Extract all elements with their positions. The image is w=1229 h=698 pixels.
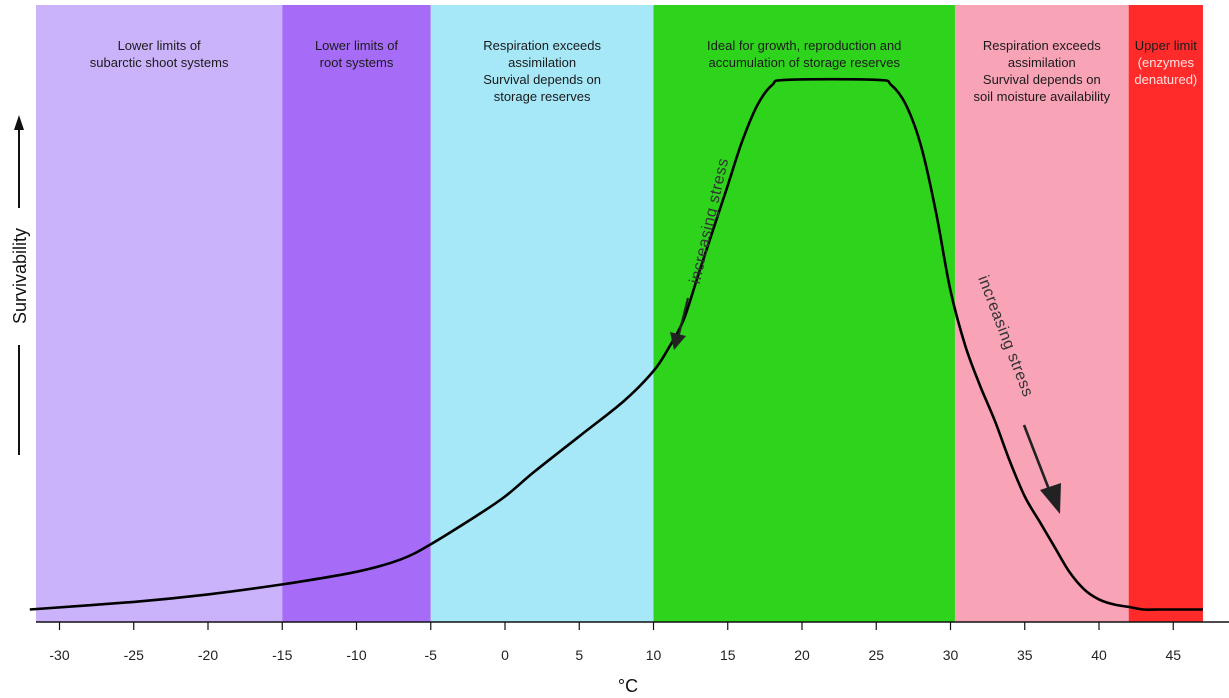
zone-band: [653, 5, 955, 622]
x-tick-label: 20: [794, 647, 810, 663]
zone-label-line: Upper limit: [1135, 38, 1198, 53]
x-tick-label: 30: [943, 647, 959, 663]
zone-label-line: Survival depends on: [983, 72, 1101, 87]
zone-band: [954, 5, 1129, 622]
x-tick-label: 25: [868, 647, 884, 663]
x-tick-label: -15: [272, 647, 292, 663]
y-axis-title: Survivability: [10, 228, 30, 324]
y-axis-arrow-icon: [14, 115, 24, 130]
zone-label-line: Survival depends on: [483, 72, 601, 87]
zone-label-line: Respiration exceeds: [983, 38, 1101, 53]
stress-arrow-left-icon: [670, 332, 686, 350]
curve-layer: [29, 77, 1203, 611]
x-tick-label: 40: [1091, 647, 1107, 663]
zone-label-line: assimilation: [1008, 55, 1076, 70]
zone-band: [1128, 5, 1203, 622]
x-tick-label: 10: [646, 647, 662, 663]
zone-label-line: soil moisture availability: [974, 89, 1111, 104]
x-tick-label: 0: [501, 647, 509, 663]
x-tick-label: -10: [346, 647, 366, 663]
survivability-curve: [29, 77, 1203, 611]
x-tick-label: -25: [124, 647, 144, 663]
x-tick-label: -5: [425, 647, 438, 663]
zone-label-line: (enzymes: [1138, 55, 1195, 70]
zone-label-line: Lower limits of: [315, 38, 398, 53]
x-ticks: -30 -25 -20 -15 -10 -5 0 5 10 15 20 25 30 35 40 45: [49, 622, 1181, 663]
zone-band: [36, 5, 283, 622]
zone-label-line: Respiration exceeds: [483, 38, 601, 53]
x-tick-label: 45: [1165, 647, 1181, 663]
zone-band: [430, 5, 654, 622]
x-tick-label: 15: [720, 647, 736, 663]
x-tick-label: 5: [575, 647, 583, 663]
stress-arrow-right-icon: [1040, 483, 1061, 514]
x-tick-label: -20: [198, 647, 218, 663]
stress-arrow-left-line: [676, 297, 690, 339]
zone-label-line: accumulation of storage reserves: [708, 55, 900, 70]
zone-bands: [36, 5, 1203, 622]
x-tick-label: -30: [49, 647, 69, 663]
x-tick-label: 35: [1017, 647, 1033, 663]
x-axis-title: °C: [618, 676, 638, 696]
zone-label-line: Ideal for growth, reproduction and: [707, 38, 901, 53]
zone-label-line: root systems: [320, 55, 394, 70]
zone-band: [282, 5, 431, 622]
zone-label-line: assimilation: [508, 55, 576, 70]
zone-label-line: storage reserves: [494, 89, 591, 104]
y-axis-title-group: Survivability: [10, 115, 30, 455]
zone-label-line: Lower limits of: [118, 38, 201, 53]
zone-label-line: denatured): [1134, 72, 1197, 87]
zone-label-line: subarctic shoot systems: [90, 55, 229, 70]
stress-arrow-right-line: [1022, 424, 1052, 493]
zone-labels: Lower limits of subarctic shoot systems Lo…: [90, 38, 1198, 104]
